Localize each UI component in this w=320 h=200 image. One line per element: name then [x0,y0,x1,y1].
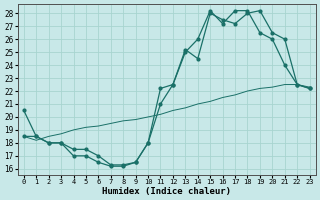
X-axis label: Humidex (Indice chaleur): Humidex (Indice chaleur) [102,187,231,196]
